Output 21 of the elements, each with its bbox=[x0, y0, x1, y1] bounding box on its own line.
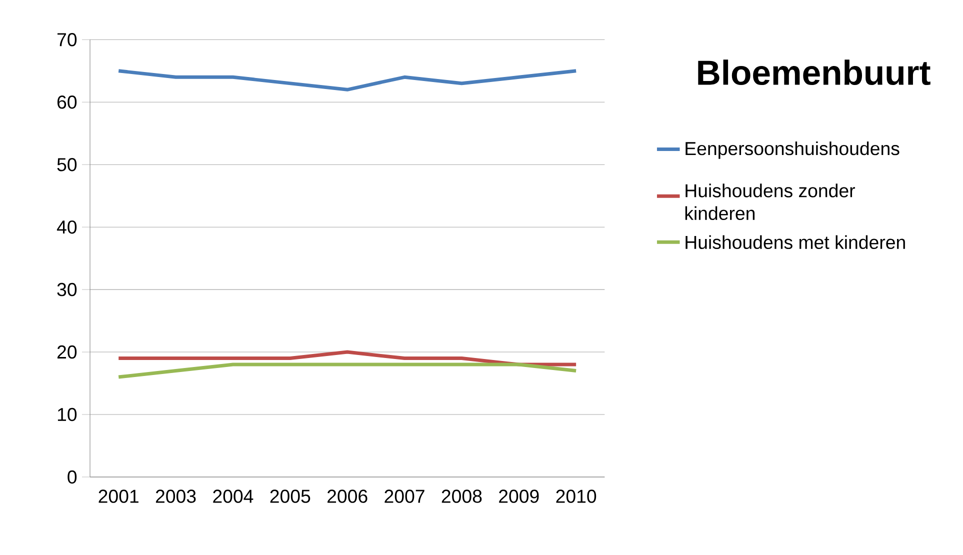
legend-label: Huishoudens met kinderen bbox=[686, 235, 905, 250]
x-tick-label: 2003 bbox=[156, 490, 196, 503]
y-tick-label: 30 bbox=[57, 282, 77, 296]
x-tick-label: 2004 bbox=[213, 490, 254, 503]
y-tick-label: 0 bbox=[68, 470, 77, 484]
legend-label: Huishoudens zonder kinderen bbox=[685, 184, 856, 220]
y-tick-label: 10 bbox=[58, 408, 77, 422]
x-tick-label: 2006 bbox=[328, 490, 368, 503]
x-tick-label: 2007 bbox=[384, 490, 424, 503]
x-tick-label: 2001 bbox=[98, 490, 138, 503]
text: Bloemenbuurt bbox=[698, 60, 930, 86]
y-tick-label: 40 bbox=[56, 220, 77, 234]
y-tick-label: 60 bbox=[57, 96, 77, 109]
x-tick-label: 2008 bbox=[442, 490, 482, 503]
x-tick-label: 2010 bbox=[556, 490, 596, 503]
x-tick-label: 2005 bbox=[270, 490, 310, 503]
x-tick-label: 2009 bbox=[499, 490, 539, 503]
y-tick-label: 20 bbox=[57, 345, 77, 359]
y-tick-label: 70 bbox=[57, 33, 77, 46]
y-tick-label: 50 bbox=[57, 158, 77, 172]
legend-label: Eenpersoonshuishoudens bbox=[686, 141, 900, 159]
